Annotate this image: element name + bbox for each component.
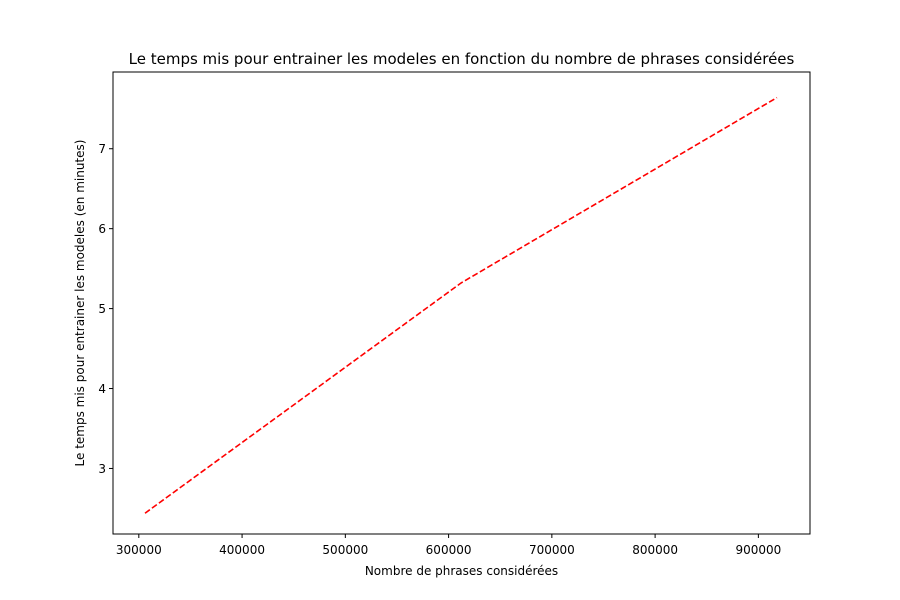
series-layer <box>144 96 778 514</box>
series-line <box>144 96 778 514</box>
y-tick-label: 4 <box>98 382 106 396</box>
x-axis: 300000 400000 500000 600000 700000 800000 9000… <box>116 534 781 557</box>
y-tick-label: 5 <box>98 302 106 316</box>
y-tick-label: 6 <box>98 222 106 236</box>
x-tick-label: 300000 <box>116 543 162 557</box>
plot-frame <box>112 71 811 535</box>
x-axis-label: Nombre de phrases considérées <box>365 564 558 578</box>
x-tick-label: 400000 <box>219 543 265 557</box>
x-tick-label: 700000 <box>529 543 575 557</box>
x-tick-label: 900000 <box>735 543 781 557</box>
y-tick-label: 3 <box>98 462 106 476</box>
y-axis: 3 4 5 6 7 <box>98 142 113 476</box>
chart-title: Le temps mis pour entrainer les modeles … <box>129 50 795 68</box>
y-tick-label: 7 <box>98 142 106 156</box>
x-tick-label: 500000 <box>322 543 368 557</box>
x-tick-label: 600000 <box>426 543 472 557</box>
x-tick-label: 800000 <box>632 543 678 557</box>
y-axis-label: Le temps mis pour entrainer les modeles … <box>73 140 87 467</box>
